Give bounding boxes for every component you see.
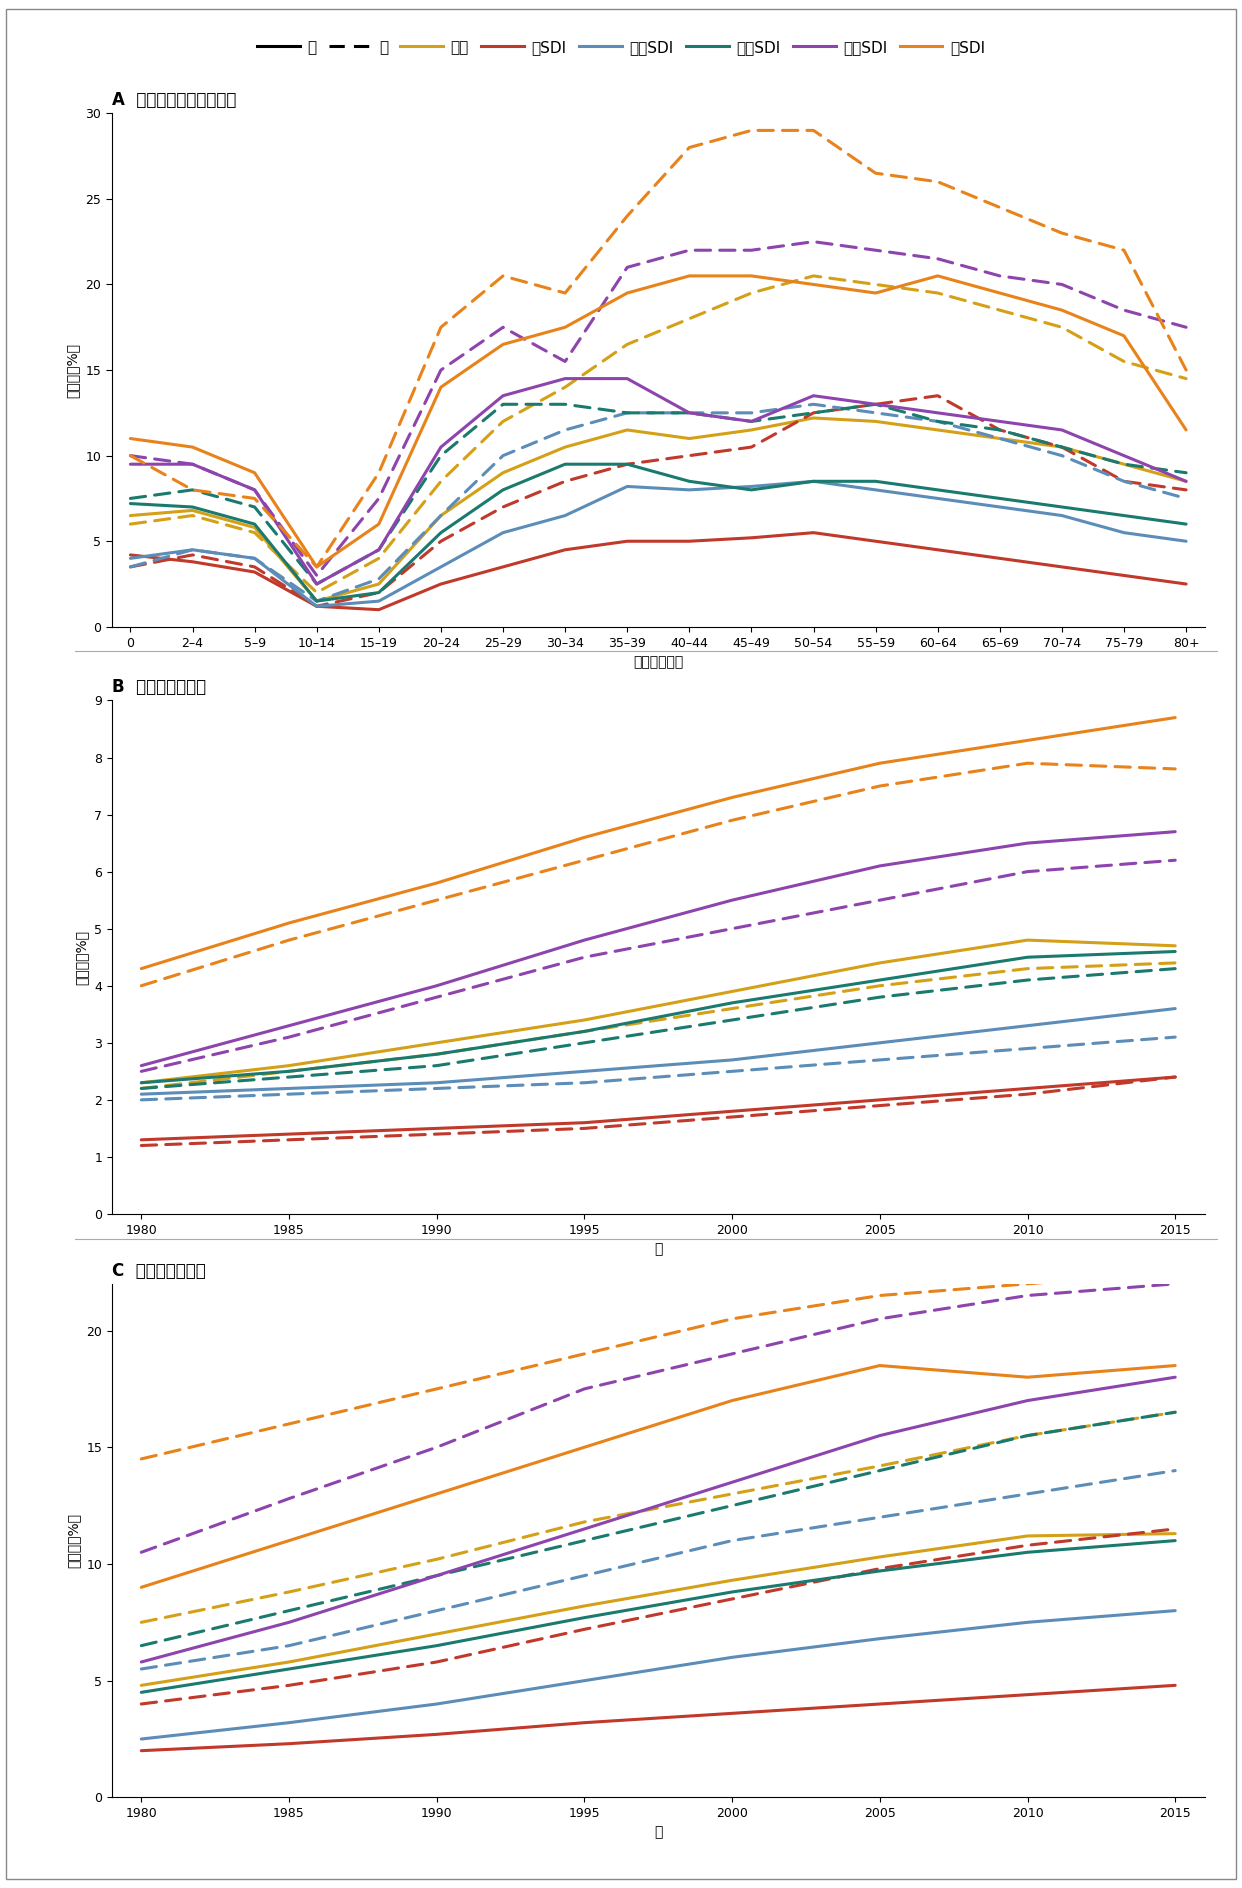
Legend: 男, 女, 全球, 低SDI, 中低SDI, 中等SDI, 中高SDI, 高SDI: 男, 女, 全球, 低SDI, 中低SDI, 中等SDI, 中高SDI, 高SD… (257, 40, 985, 55)
X-axis label: 年: 年 (655, 1826, 662, 1839)
Y-axis label: 患病率（%）: 患病率（%） (67, 1512, 81, 1569)
Y-axis label: 患病率（%）: 患病率（%） (66, 342, 79, 398)
Y-axis label: 患病率（%）: 患病率（%） (75, 929, 88, 986)
X-axis label: 年龄组（岁）: 年龄组（岁） (633, 655, 683, 668)
Text: A  不同年龄组的肥胖情况: A 不同年龄组的肥胖情况 (112, 91, 236, 110)
Text: B  儿童的肥胖情况: B 儿童的肥胖情况 (112, 678, 206, 697)
Text: C  成人的肥胖情况: C 成人的肥胖情况 (112, 1261, 205, 1280)
X-axis label: 年: 年 (655, 1242, 662, 1256)
